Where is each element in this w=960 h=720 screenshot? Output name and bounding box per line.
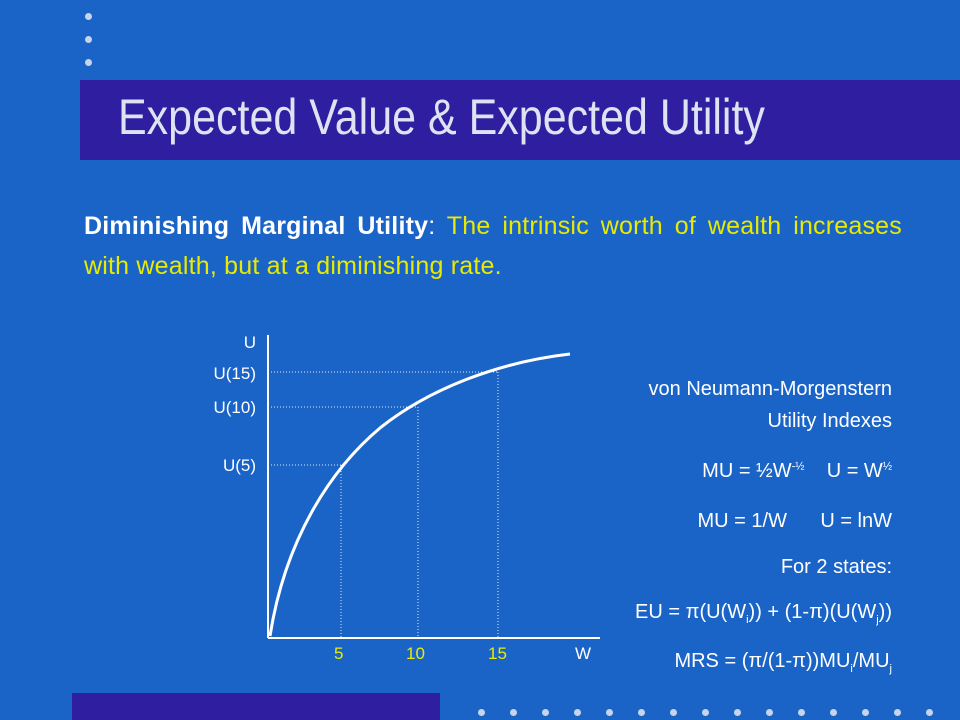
sqrt-u-exp: ½ [882, 460, 892, 473]
x-tick-10: 10 [406, 644, 425, 663]
y-marker-u5: U(5) [222, 456, 256, 475]
vnm-heading-1: von Neumann-Morgenstern [648, 378, 892, 400]
decor-dot [478, 709, 485, 716]
sqrt-utility-formula: MU = ½W-½ U = W½ [702, 460, 892, 483]
decor-dot [85, 36, 92, 43]
mrs-part: /MU [852, 650, 890, 672]
decor-dot [862, 709, 869, 716]
two-states-label: For 2 states: [780, 556, 892, 578]
subscript-i: i [746, 614, 749, 626]
decor-dot [830, 709, 837, 716]
intro-text: The intrinsic worth of wealth increases … [84, 212, 902, 280]
eu-part: )(U(W [822, 601, 877, 623]
x-axis-label: W [575, 644, 592, 663]
eu-part: (U(W [699, 601, 747, 623]
mrs-part: ))MU [805, 650, 851, 672]
vnm-heading-2: Utility Indexes [767, 410, 893, 432]
decor-dot [542, 709, 549, 716]
title-band [80, 80, 960, 160]
pi-symbol: π [809, 601, 823, 623]
mrs-part: MRS = ( [674, 650, 749, 672]
eu-part: )) + (1- [748, 601, 810, 623]
pi-symbol: π [792, 650, 806, 672]
slide-title: Expected Value & Expected Utility [118, 89, 765, 145]
y-marker-u15: U(15) [213, 364, 256, 383]
decor-dot [798, 709, 805, 716]
eu-part: )) [878, 601, 892, 623]
eu-part: EU = [635, 601, 686, 623]
decor-dot [574, 709, 581, 716]
bottom-band [72, 693, 440, 720]
y-axis-label: U [243, 333, 256, 352]
intro-term: Diminishing Marginal Utility [84, 212, 429, 240]
pi-symbol: π [685, 601, 700, 623]
decor-dot [85, 59, 92, 66]
mrs-part: /(1- [762, 650, 793, 672]
decor-dot [734, 709, 741, 716]
pi-symbol: π [748, 650, 763, 672]
intro-paragraph: Diminishing Marginal Utility: The intrin… [84, 206, 902, 286]
x-tick-15: 15 [488, 644, 507, 663]
intro-colon: : [428, 212, 436, 240]
x-tick-5: 5 [334, 644, 344, 663]
decor-dot [670, 709, 677, 716]
mrs-formula: MRS = (π/(1-π))MUi/MUj [674, 650, 892, 675]
decor-dot [894, 709, 901, 716]
decor-dot [926, 709, 933, 716]
sqrt-mu: MU = ½W [702, 460, 792, 482]
decor-dot [638, 709, 645, 716]
subscript-i: i [850, 663, 853, 675]
subscript-j: j [889, 663, 892, 675]
sqrt-u: U = W [826, 460, 883, 482]
log-utility-formula: MU = 1/W U = lnW [698, 510, 892, 533]
decor-dot [702, 709, 709, 716]
decor-dot [606, 709, 613, 716]
y-marker-u10: U(10) [213, 398, 256, 417]
expected-utility-formula: EU = π(U(Wi)) + (1-π)(U(Wj)) [635, 601, 892, 626]
log-u: U = lnW [820, 510, 892, 532]
log-mu: MU = 1/W [697, 510, 787, 532]
sqrt-mu-exp: -½ [791, 460, 805, 473]
subscript-j: j [876, 614, 879, 626]
decor-dot [766, 709, 773, 716]
utility-curve [268, 352, 571, 637]
decor-dot [510, 709, 517, 716]
decor-dot [85, 13, 92, 20]
